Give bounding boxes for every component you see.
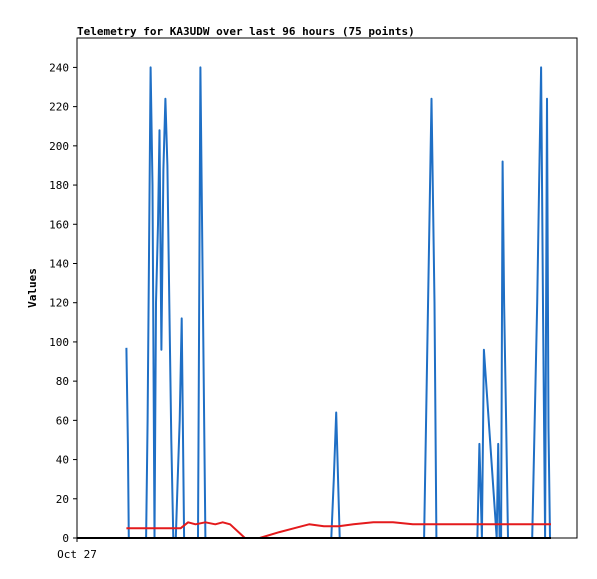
y-tick-label: 0 (62, 532, 69, 545)
series-line-2 (126, 521, 551, 539)
y-tick-label: 120 (49, 297, 69, 310)
y-tick-label: 240 (49, 61, 69, 74)
y-tick-label: 140 (49, 257, 69, 270)
y-tick-label: 20 (56, 493, 69, 506)
y-tick-label: 80 (56, 375, 69, 388)
y-tick-label: 160 (49, 218, 69, 231)
y-axis: 0 20 40 60 80 100 120 140 160 180 200 220 240 (49, 61, 77, 545)
y-tick-label: 40 (56, 454, 69, 467)
y-tick-label: 220 (49, 101, 69, 114)
y-tick-label: 200 (49, 140, 69, 153)
y-tick-label: 180 (49, 179, 69, 192)
y-tick-label: 100 (49, 336, 69, 349)
series-layer (77, 66, 551, 539)
y-axis-label: Values (26, 268, 39, 308)
y-tick-label: 60 (56, 414, 69, 427)
chart-title: Telemetry for KA3UDW over last 96 hours … (77, 25, 415, 38)
series-line-1 (125, 66, 551, 539)
x-tick-label: Oct 27 (57, 548, 97, 561)
